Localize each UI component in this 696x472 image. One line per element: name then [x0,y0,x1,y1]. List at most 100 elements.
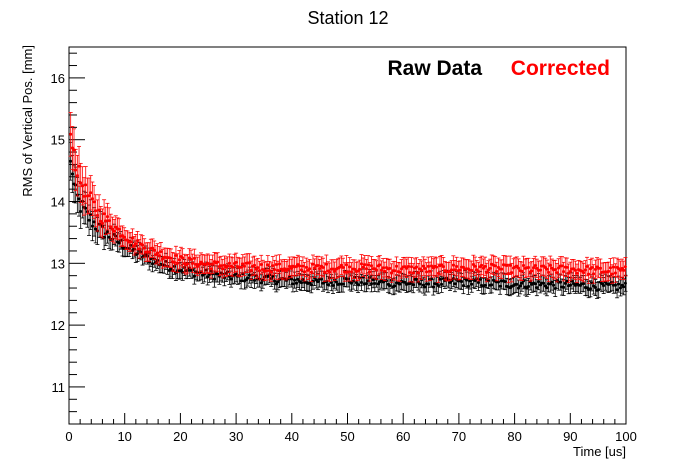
data-point [388,284,392,288]
y-tick-label: 15 [51,133,65,148]
data-point [468,279,472,283]
data-point [289,277,293,281]
data-point [425,270,429,274]
data-point [466,284,470,288]
data-point [527,284,531,288]
data-point [84,183,88,187]
data-point [410,265,414,269]
data-point [70,146,74,150]
data-point [510,271,514,275]
data-point [107,219,111,223]
data-point [209,267,213,271]
data-point [151,246,155,250]
data-point [558,280,562,284]
data-point [117,227,121,231]
data-point [94,227,98,231]
data-point [593,267,597,271]
data-point [344,263,348,267]
data-point [568,269,572,273]
data-point [186,262,190,266]
data-point [607,269,611,273]
data-point [316,280,320,284]
data-point [495,270,499,274]
data-point [156,251,160,255]
data-point [460,279,464,283]
data-point [181,270,185,274]
data-point [147,250,151,254]
data-point [293,278,297,282]
data-point [406,265,410,269]
data-point [189,257,193,261]
data-point [304,265,308,269]
y-tick-label: 14 [51,195,65,210]
data-point [356,283,360,287]
y-tick-label: 11 [52,380,66,395]
y-tick-label: 12 [51,318,65,333]
data-point [568,283,572,287]
data-point [80,184,84,188]
data-point [376,282,380,286]
data-point [176,261,180,265]
data-point [555,271,559,275]
data-point [130,236,134,240]
data-point [179,268,183,272]
data-point [553,268,557,272]
data-point [476,270,480,274]
data-point [542,281,546,285]
data-point [552,283,556,287]
data-point [622,268,626,272]
data-point [324,262,328,266]
series-1 [68,112,628,284]
data-point [117,241,121,245]
data-point [222,263,226,267]
data-point [87,194,91,198]
data-point [286,267,290,271]
x-tick-label: 20 [173,429,187,444]
x-tick-label: 40 [285,429,299,444]
x-tick-label: 0 [65,429,72,444]
data-point [134,242,138,246]
data-point [301,264,305,268]
data-point [378,263,382,267]
data-point [473,264,477,268]
x-tick-label: 80 [507,429,521,444]
data-point [423,285,427,289]
data-point [453,268,457,272]
data-point [247,273,251,277]
data-point [480,263,484,267]
data-point [90,224,94,228]
data-point [585,265,589,269]
data-point [79,210,83,214]
data-point [271,274,275,278]
data-point [431,285,435,289]
data-point [421,283,425,287]
y-tick-label: 13 [51,256,65,271]
data-point [92,200,96,204]
x-tick-label: 100 [615,429,637,444]
data-point [379,268,383,272]
data-point [269,270,273,274]
data-point [465,278,469,282]
data-point [291,282,295,286]
data-point [211,262,215,266]
data-point [242,264,246,268]
data-point [294,265,298,269]
data-point [349,270,353,274]
data-point [557,266,561,270]
data-point [613,283,617,287]
data-point [79,181,83,185]
x-tick-label: 70 [452,429,466,444]
data-point [516,286,520,290]
data-point [592,272,596,276]
tick-layer: 0 10 20 30 40 50 60 70 80 90 100 11 12 13 14 15 16 [51,52,637,444]
data-point [532,266,536,270]
data-point [493,264,497,268]
data-point [383,269,387,273]
data-point [618,268,622,272]
data-point [323,270,327,274]
data-point [309,270,313,274]
data-point [102,235,106,239]
data-point [273,279,277,283]
data-point [436,284,440,288]
plot-frame [68,46,627,425]
